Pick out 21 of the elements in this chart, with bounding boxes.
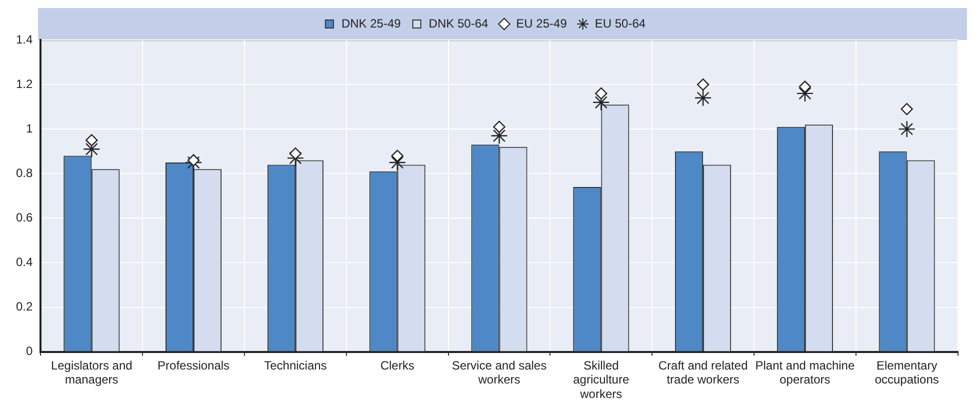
x-tick-label: Technicians: [264, 358, 327, 372]
y-tick-label: 1.4: [16, 32, 33, 46]
x-tick-label: Elementary occupations: [874, 358, 939, 387]
y-tick-label: 1.2: [16, 76, 33, 91]
legend-label: DNK 50-64: [428, 16, 488, 30]
x-tick-label: Skilled agriculture workers: [573, 358, 630, 402]
legend-label: EU 50-64: [594, 16, 646, 30]
x-tick-label: Service and sales workers: [452, 358, 547, 387]
legend-label: DNK 25-49: [341, 16, 402, 30]
x-tick-label: Clerks: [380, 358, 414, 372]
x-tick-label: Professionals: [158, 358, 230, 372]
x-tick-label: Legislators and managers: [50, 358, 132, 387]
x-tick-label: Plant and machine operators: [755, 358, 855, 387]
y-tick-label: 0.4: [16, 255, 33, 270]
y-tick-label: 0: [26, 344, 33, 358]
y-tick-label: 0.8: [16, 166, 33, 180]
x-tick-label: Craft and related trade workers: [658, 358, 748, 387]
y-tick-label: 1: [26, 121, 33, 136]
y-tick-label: 0.2: [16, 300, 33, 314]
legend-label: EU 25-49: [516, 16, 568, 30]
y-tick-label: 0.6: [16, 210, 33, 224]
